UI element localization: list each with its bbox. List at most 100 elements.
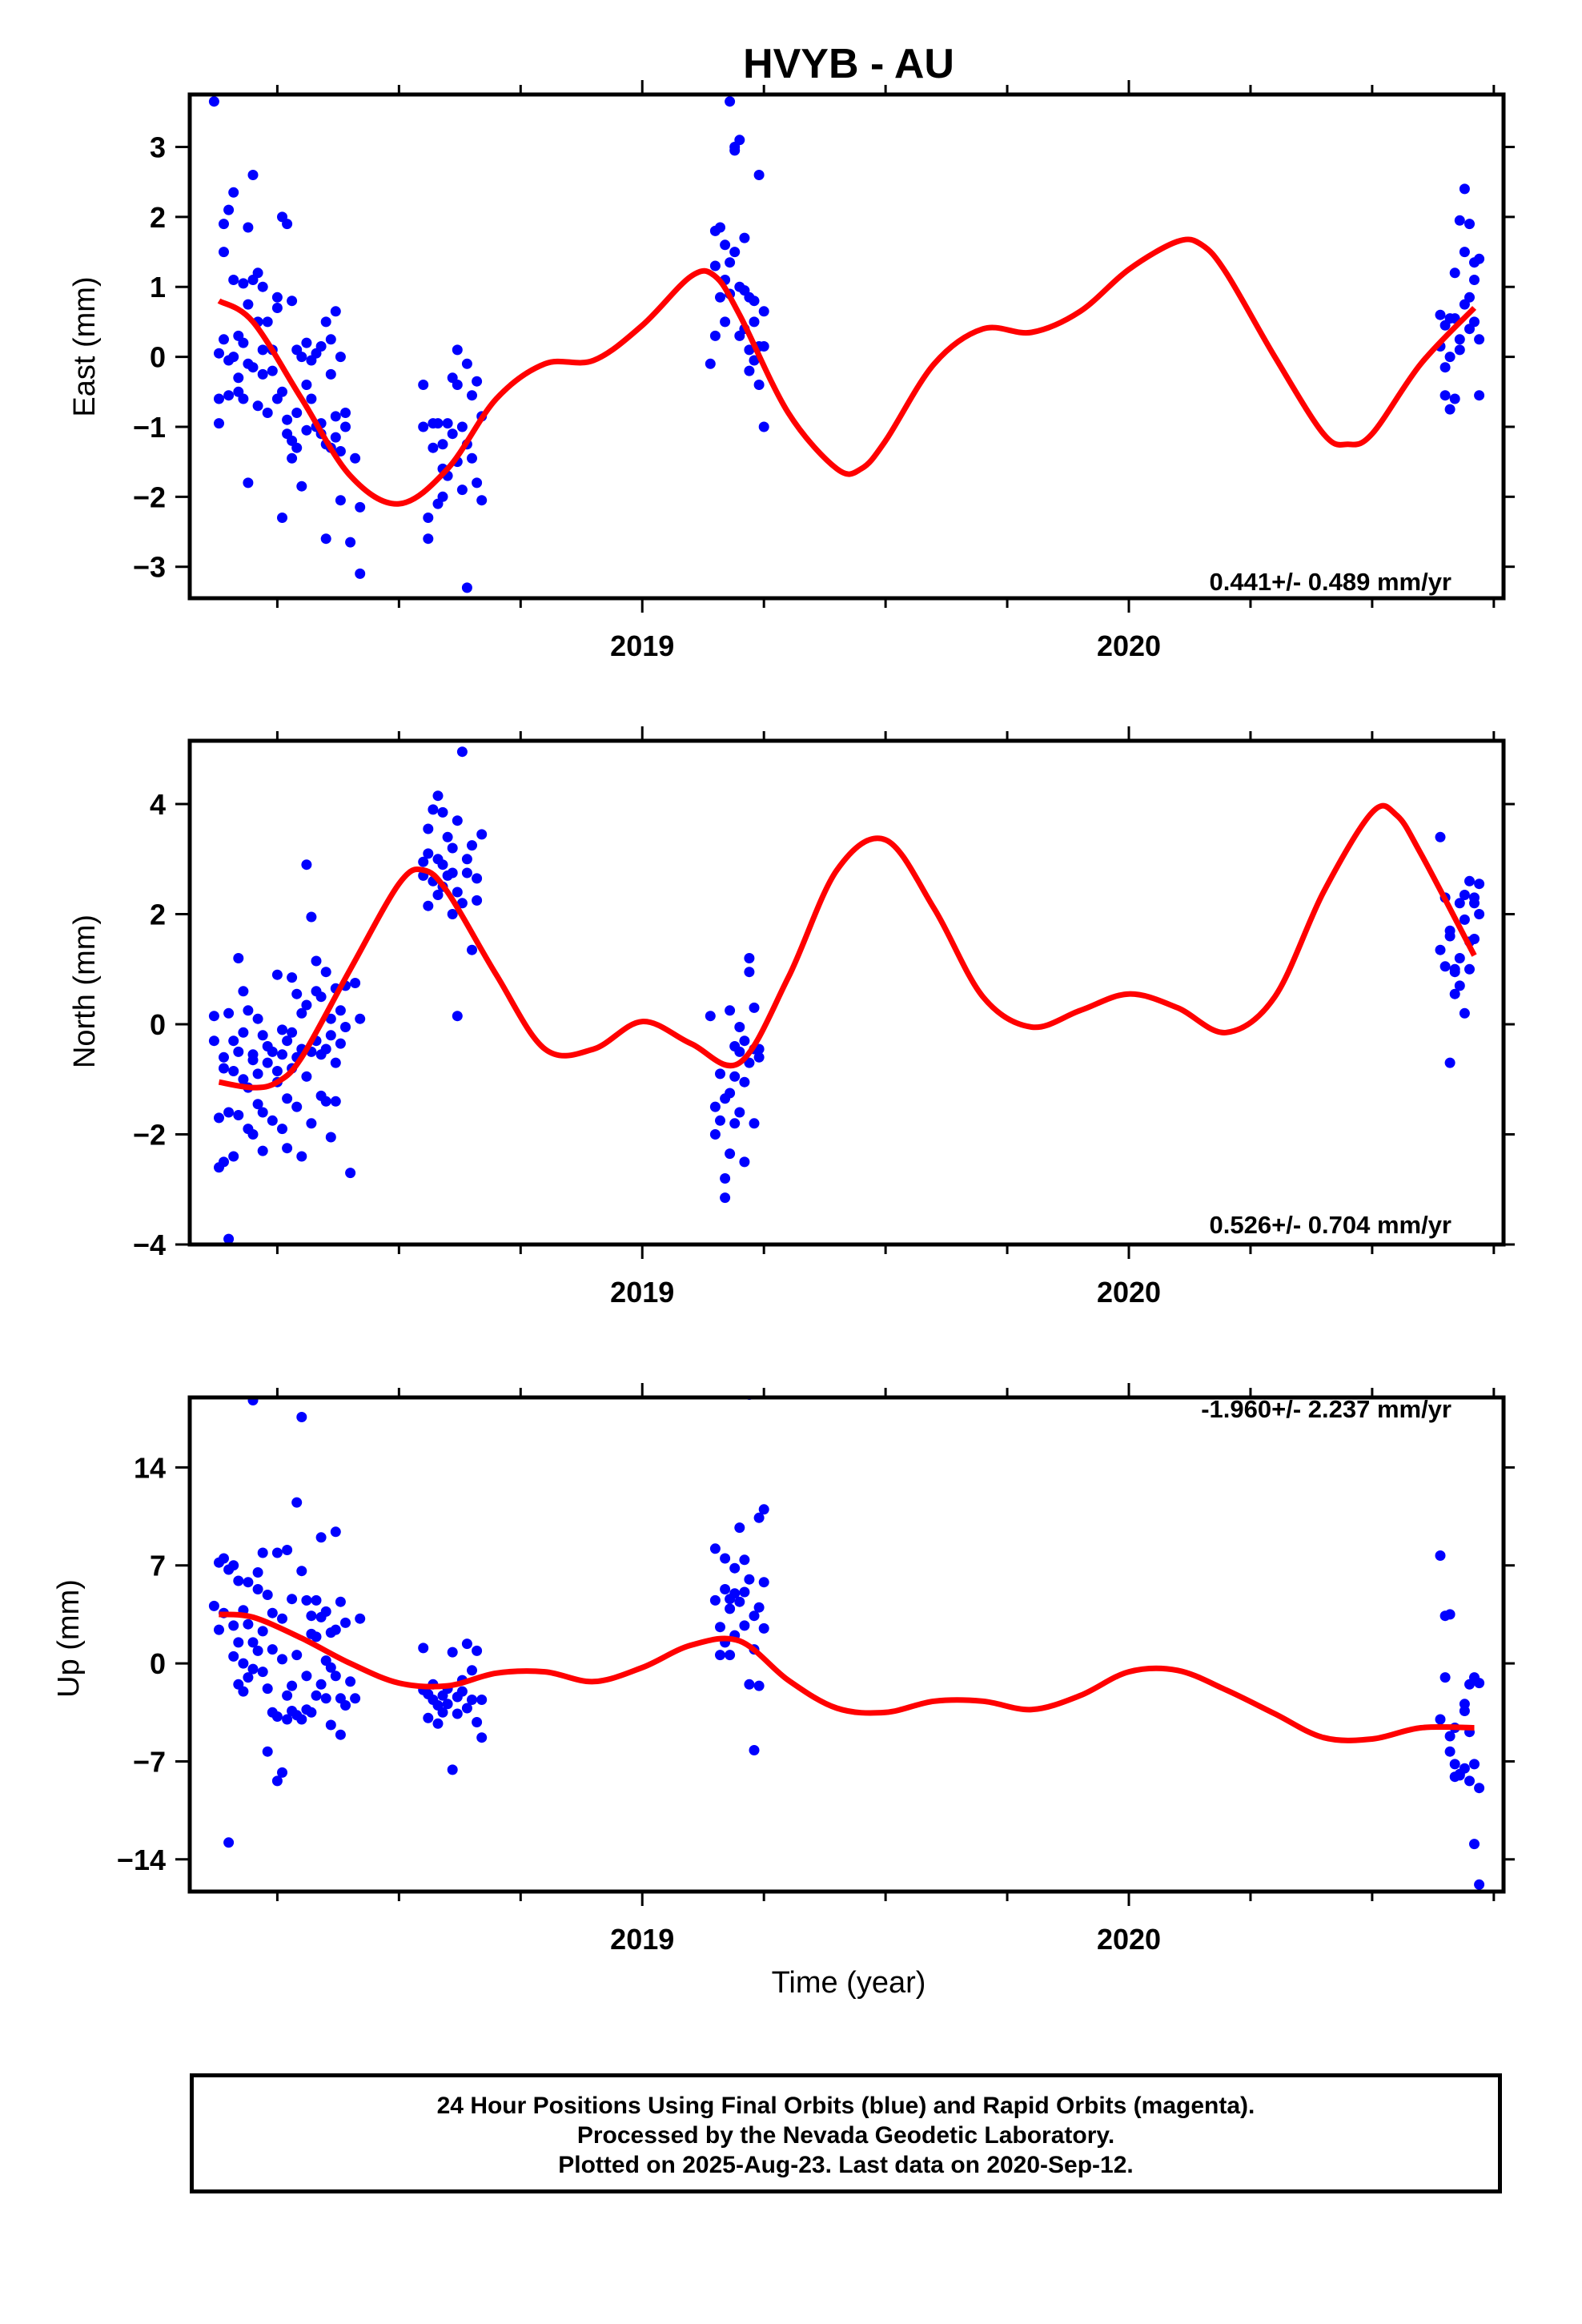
data-point [472, 895, 483, 906]
data-point [1454, 344, 1465, 356]
data-point [1464, 1775, 1475, 1787]
footer-line-3: Plotted on 2025-Aug-23. Last data on 202… [558, 2152, 1134, 2178]
data-point [214, 1624, 224, 1635]
data-point [442, 1699, 453, 1710]
data-point [320, 1606, 331, 1617]
data-point [271, 292, 283, 303]
data-point [1435, 944, 1446, 955]
y-tick-label: 2 [150, 201, 166, 234]
data-point [247, 362, 259, 373]
data-point [219, 247, 229, 258]
data-point [709, 260, 721, 271]
data-point [729, 1588, 741, 1599]
data-point [325, 1662, 336, 1673]
data-point [442, 831, 453, 842]
data-point [228, 352, 239, 363]
y-tick-label: 0 [150, 341, 166, 374]
up-panel: Up (mm) -1.960+/- 2.237 mm/yr Time (year… [52, 1383, 1515, 2000]
data-point [476, 829, 488, 840]
data-point [233, 1110, 244, 1120]
data-point [423, 533, 434, 545]
data-point [739, 1554, 750, 1566]
data-point [744, 1679, 755, 1690]
plot-area [208, 746, 1485, 1244]
data-point [476, 495, 488, 506]
data-point [1454, 953, 1465, 963]
data-point [247, 1663, 259, 1675]
data-point [282, 414, 293, 425]
data-point [282, 219, 293, 230]
data-point [456, 898, 468, 909]
east-rate-label: 0.441+/- 0.489 mm/yr [1210, 568, 1452, 596]
data-point [739, 1620, 750, 1631]
data-point [1449, 1759, 1460, 1770]
data-point [423, 900, 434, 911]
model-curve [219, 1611, 1475, 1743]
data-point [219, 1553, 229, 1564]
data-point [243, 222, 254, 233]
data-point [350, 1693, 361, 1704]
data-point [325, 1013, 336, 1024]
data-point [243, 1672, 254, 1683]
data-point [442, 418, 453, 429]
data-point [257, 1547, 268, 1558]
data-point [753, 1602, 765, 1613]
data-point [1464, 963, 1475, 975]
data-point [320, 1693, 331, 1704]
data-point [715, 1068, 725, 1080]
data-point [452, 1708, 463, 1719]
data-point [749, 1610, 760, 1622]
data-point [252, 400, 263, 412]
up-axis-label: Up (mm) [52, 1579, 86, 1698]
data-point [262, 1683, 273, 1695]
data-point [238, 1074, 249, 1085]
data-point [247, 1637, 259, 1648]
footer-line-1: 24 Hour Positions Using Final Orbits (bl… [436, 2093, 1255, 2119]
data-point [350, 452, 361, 464]
data-point [330, 1671, 341, 1682]
data-point [315, 341, 327, 352]
data-point [725, 1650, 736, 1661]
data-point [355, 1013, 366, 1024]
data-point [243, 1005, 254, 1016]
data-point [355, 501, 366, 513]
data-point [262, 1057, 273, 1068]
data-point [456, 421, 468, 432]
data-point [350, 978, 361, 988]
data-point [734, 1046, 745, 1057]
data-point [340, 1022, 351, 1032]
data-point [262, 1746, 273, 1757]
data-point [219, 1063, 229, 1074]
data-point [709, 330, 721, 341]
data-point [282, 1035, 293, 1047]
data-point [432, 418, 444, 429]
data-point [233, 953, 244, 963]
data-point [243, 477, 254, 489]
data-point [301, 859, 312, 870]
data-point [330, 1526, 341, 1538]
data-point [277, 1613, 287, 1624]
data-point [749, 296, 760, 307]
data-point [252, 1584, 263, 1594]
data-point [749, 355, 760, 366]
data-point [1464, 292, 1475, 303]
data-point [330, 1624, 341, 1635]
data-point [705, 1011, 716, 1022]
data-point [734, 1107, 745, 1118]
data-point [282, 1545, 293, 1555]
data-point [1464, 875, 1475, 887]
data-point [729, 1071, 741, 1082]
data-point [749, 1002, 760, 1013]
data-point [320, 316, 331, 328]
data-point [214, 348, 224, 359]
data-point [715, 1622, 725, 1633]
data-point [467, 1665, 477, 1676]
data-point [315, 1679, 327, 1690]
data-point [1464, 219, 1475, 230]
data-point [709, 1543, 721, 1554]
y-tick-label: −2 [133, 480, 166, 513]
data-point [208, 1035, 219, 1047]
data-point [257, 368, 268, 380]
data-point [447, 867, 458, 879]
